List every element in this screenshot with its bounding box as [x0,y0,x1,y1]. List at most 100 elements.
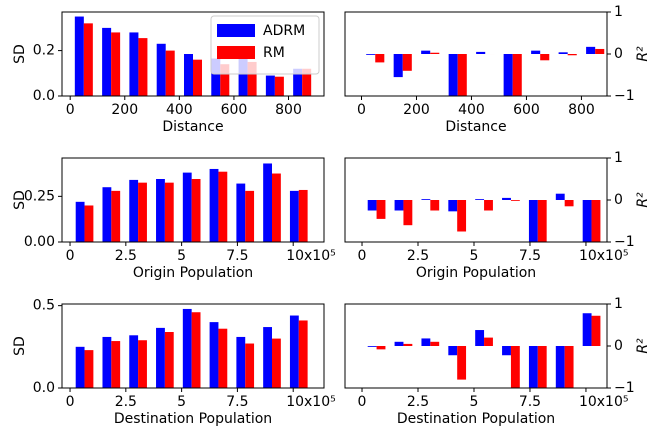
bar [247,61,257,96]
y-tick-label: 0 [614,338,623,354]
x-tick-label: 200 [403,102,430,118]
bar [182,308,192,388]
axes-frame [61,11,325,97]
bar [502,197,511,200]
bar [289,190,299,242]
bar [564,346,574,388]
y-axis-label: SD [12,190,28,210]
x-axis-label: Distance [445,119,506,135]
x-tick-label: 7.5 [226,248,248,264]
bar [476,51,486,54]
bar [421,199,431,200]
x-tick-label: 400 [166,102,193,118]
bar [84,205,94,242]
x-axis-label: Origin Population [416,265,536,281]
x-tick-label: 10x10⁵ [579,248,629,264]
bar [111,32,121,96]
bar [421,338,431,346]
x-tick-label: 2.5 [115,394,137,410]
bar [289,315,299,388]
x-tick-label: 400 [458,102,485,118]
bar [403,343,413,346]
x-tick-label: 2.5 [407,394,429,410]
x-tick-label: 10x10⁵ [286,394,336,410]
axes-frame [61,157,325,243]
bar [457,346,467,380]
bar [402,54,412,71]
bar [567,54,577,56]
bar [263,163,273,242]
x-tick-label: 800 [275,102,302,118]
bar [484,337,493,346]
bar [129,179,139,242]
x-tick-label: 0 [358,248,367,264]
bar [211,58,221,96]
x-axis-label: Destination Population [114,411,272,427]
bar [475,330,485,346]
bar [564,200,574,207]
x-tick-label: 600 [513,102,540,118]
axes-frame [61,303,325,389]
y-tick-label: 0 [614,46,623,62]
x-tick-label: 5 [470,248,479,264]
bar [111,190,121,242]
bar [164,332,174,388]
bar [293,68,303,96]
y-tick-label: 0.5 [33,298,55,314]
legend-label: RM [263,45,285,61]
bar [129,32,139,96]
legend-swatch [217,46,255,59]
x-tick-label: 0 [66,248,75,264]
bar [218,171,228,242]
bar [503,54,513,96]
bar [366,54,376,55]
x-tick-label: 10x10⁵ [286,248,336,264]
bar [191,312,201,388]
bar [193,59,203,96]
bar [510,200,520,201]
bar [263,327,273,388]
bar [582,200,592,242]
y-axis-label: SD [12,336,28,356]
bar [84,350,94,388]
x-axis-label: Distance [162,119,223,135]
bar [394,200,404,211]
bar [156,179,165,242]
bar [218,328,228,388]
bar [375,54,385,63]
bar [75,201,85,242]
bar [537,346,547,388]
bar [272,173,281,242]
bar [83,23,93,97]
y-tick-label: −1 [614,380,635,396]
bar [448,200,458,212]
x-tick-label: 0 [66,102,75,118]
x-tick-label: 5 [470,394,479,410]
bar [457,54,467,96]
bar [484,200,493,211]
x-tick-label: 200 [111,102,138,118]
x-axis-label: Origin Population [133,265,253,281]
bar [236,183,246,242]
x-tick-label: 2.5 [407,248,429,264]
bar [209,168,219,242]
bar [430,341,440,346]
bar [376,346,386,350]
bar [430,200,440,211]
bar [182,172,192,242]
y-tick-label: −1 [614,88,635,104]
bar [220,64,230,96]
x-axis-label: Destination Population [397,411,555,427]
x-tick-label: 5 [177,248,186,264]
bar [555,193,565,200]
x-tick-label: 600 [221,102,248,118]
y-tick-label: 1 [614,150,623,166]
bar [236,336,246,388]
bar [448,346,458,356]
bar [403,200,413,226]
bar [376,200,386,219]
bar [75,346,85,388]
y-tick-label: 0.2 [33,43,55,59]
bar [183,54,193,96]
bar [528,200,538,242]
